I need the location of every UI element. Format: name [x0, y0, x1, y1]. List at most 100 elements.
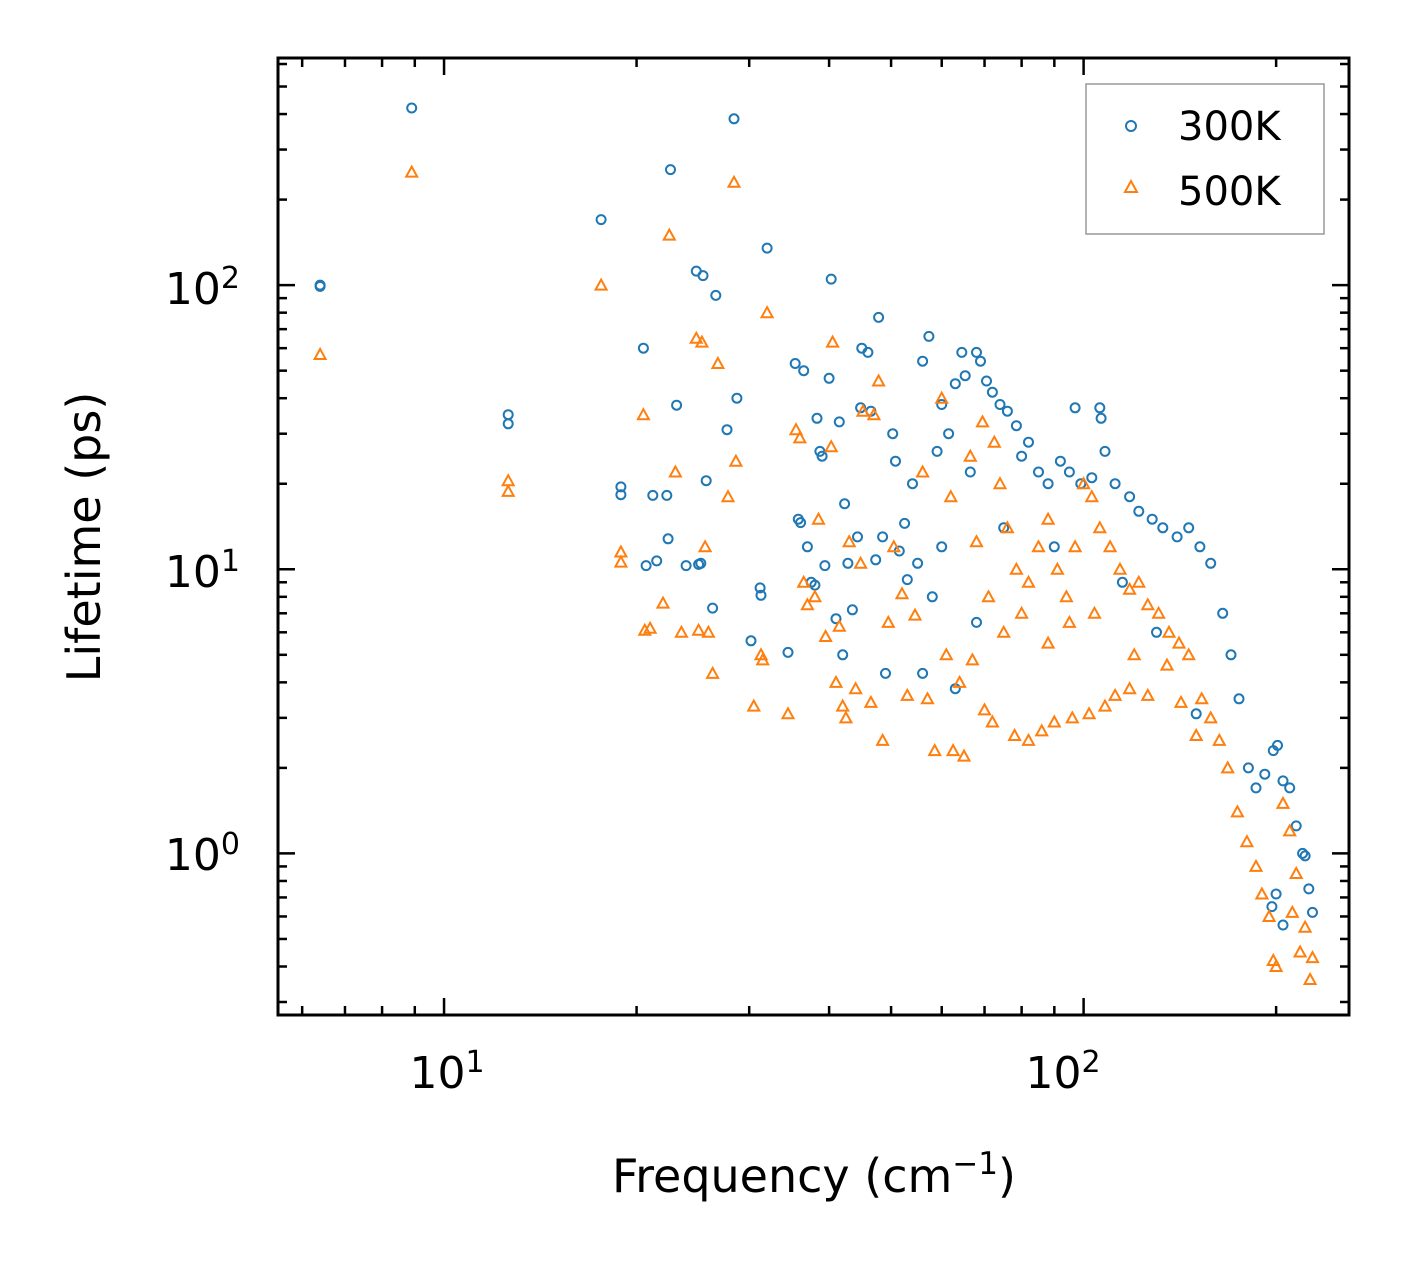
data-point-500k [613, 554, 629, 568]
data-point-300k [936, 399, 948, 410]
data-point-300k [1151, 626, 1162, 638]
data-point-500k [981, 589, 996, 603]
data-point-500k [1248, 858, 1264, 872]
legend-marker-500k [1123, 178, 1139, 193]
data-point-300k [994, 399, 1006, 410]
data-point-300k [700, 475, 712, 487]
data-point-500k [701, 624, 716, 638]
data-point-300k [842, 557, 854, 569]
data-point-300k [931, 445, 943, 457]
data-point-500k [1194, 691, 1209, 705]
data-point-300k [917, 667, 929, 679]
data-point-500k [1062, 614, 1077, 628]
data-point-300k [406, 102, 418, 114]
data-point-300k [926, 591, 938, 603]
data-point-500k [1084, 489, 1099, 503]
data-point-500k [1127, 647, 1142, 661]
data-point-500k [956, 748, 972, 762]
data-point-300k [1266, 901, 1278, 913]
data-point-300k [1124, 491, 1136, 503]
data-point-300k [1042, 478, 1054, 490]
data-point-500k [1021, 732, 1036, 746]
data-point-500k [1254, 886, 1270, 900]
data-point-300k [1277, 775, 1289, 787]
data-point-500k [796, 574, 811, 588]
data-point-300k [661, 489, 673, 501]
data-point-500k [1212, 732, 1227, 746]
data-point-500k [1220, 760, 1235, 774]
data-point-500k [404, 164, 419, 178]
data-point-300k [1270, 888, 1282, 900]
data-point-300k [837, 649, 849, 661]
data-point-500k [1087, 605, 1102, 619]
data-point-300k [314, 279, 326, 291]
data-point-500k [1268, 958, 1284, 972]
data-point-300k [816, 450, 828, 462]
legend: 300K 500K [1085, 83, 1325, 235]
data-point-500k [825, 334, 840, 348]
data-point-500k [726, 174, 742, 188]
data-point-500k [1067, 539, 1083, 553]
data-point-500k [1140, 597, 1155, 611]
data-point-500k [1097, 698, 1113, 712]
data-point-500k [1065, 710, 1080, 724]
data-point-500k [1275, 795, 1291, 809]
data-point-500k [832, 618, 847, 632]
x-axis-label: Frequency (cm−1) [612, 1146, 1016, 1203]
data-point-500k [1305, 950, 1320, 964]
data-point-300k [880, 667, 891, 679]
data-point-500k [835, 698, 850, 712]
data-point-500k [755, 652, 770, 666]
data-point-500k [934, 390, 949, 404]
data-point-500k [501, 483, 516, 497]
data-point-300k [1290, 820, 1302, 832]
data-point-300k [1116, 576, 1128, 588]
data-point-500k [863, 694, 879, 708]
data-point-300k [697, 270, 709, 282]
data-point-300k [1277, 919, 1289, 931]
data-point-500k [1159, 657, 1175, 671]
data-point-500k [1034, 723, 1049, 737]
data-point-500k [965, 652, 980, 666]
data-point-300k [754, 582, 766, 594]
data-point-500k [1059, 589, 1074, 603]
data-point-300k [1259, 768, 1271, 780]
data-point-300k [1146, 513, 1158, 525]
data-point-300k [798, 365, 810, 377]
data-point-500k [866, 407, 882, 421]
data-point-300k [1054, 455, 1066, 467]
plot-frame [276, 56, 1351, 1017]
data-point-300k [728, 113, 740, 125]
data-point-500k [807, 589, 823, 603]
data-point-300k [671, 399, 683, 411]
data-point-300k [1299, 850, 1311, 862]
data-point-500k [1107, 687, 1123, 701]
data-point-300k [707, 602, 719, 614]
data-point-500k [952, 674, 967, 688]
data-point-300k [1086, 472, 1098, 484]
data-point-300k [640, 560, 652, 572]
data-point-300k [615, 481, 627, 493]
data-point-300k [1099, 445, 1111, 457]
data-point-500k [875, 732, 890, 746]
legend-box [1085, 83, 1325, 235]
data-point-300k [907, 478, 918, 490]
data-point-300k [1109, 478, 1121, 490]
data-point-500k [881, 614, 896, 628]
legend-marker-300k [1125, 120, 1137, 132]
data-point-300k [862, 346, 874, 358]
y-tick-label-10: 101 [165, 544, 240, 598]
data-point-500k [838, 710, 854, 724]
data-point-300k [912, 557, 924, 569]
data-point-500k [1285, 904, 1300, 918]
data-point-500k [1289, 865, 1304, 879]
data-point-300k [923, 330, 935, 342]
data-point-500k [705, 665, 720, 679]
series-300k [314, 102, 1318, 931]
data-point-500k [668, 464, 683, 478]
data-point-300k [1016, 450, 1028, 462]
data-point-500k [593, 277, 609, 291]
data-point-300k [662, 533, 674, 545]
data-point-500k [1014, 605, 1029, 619]
